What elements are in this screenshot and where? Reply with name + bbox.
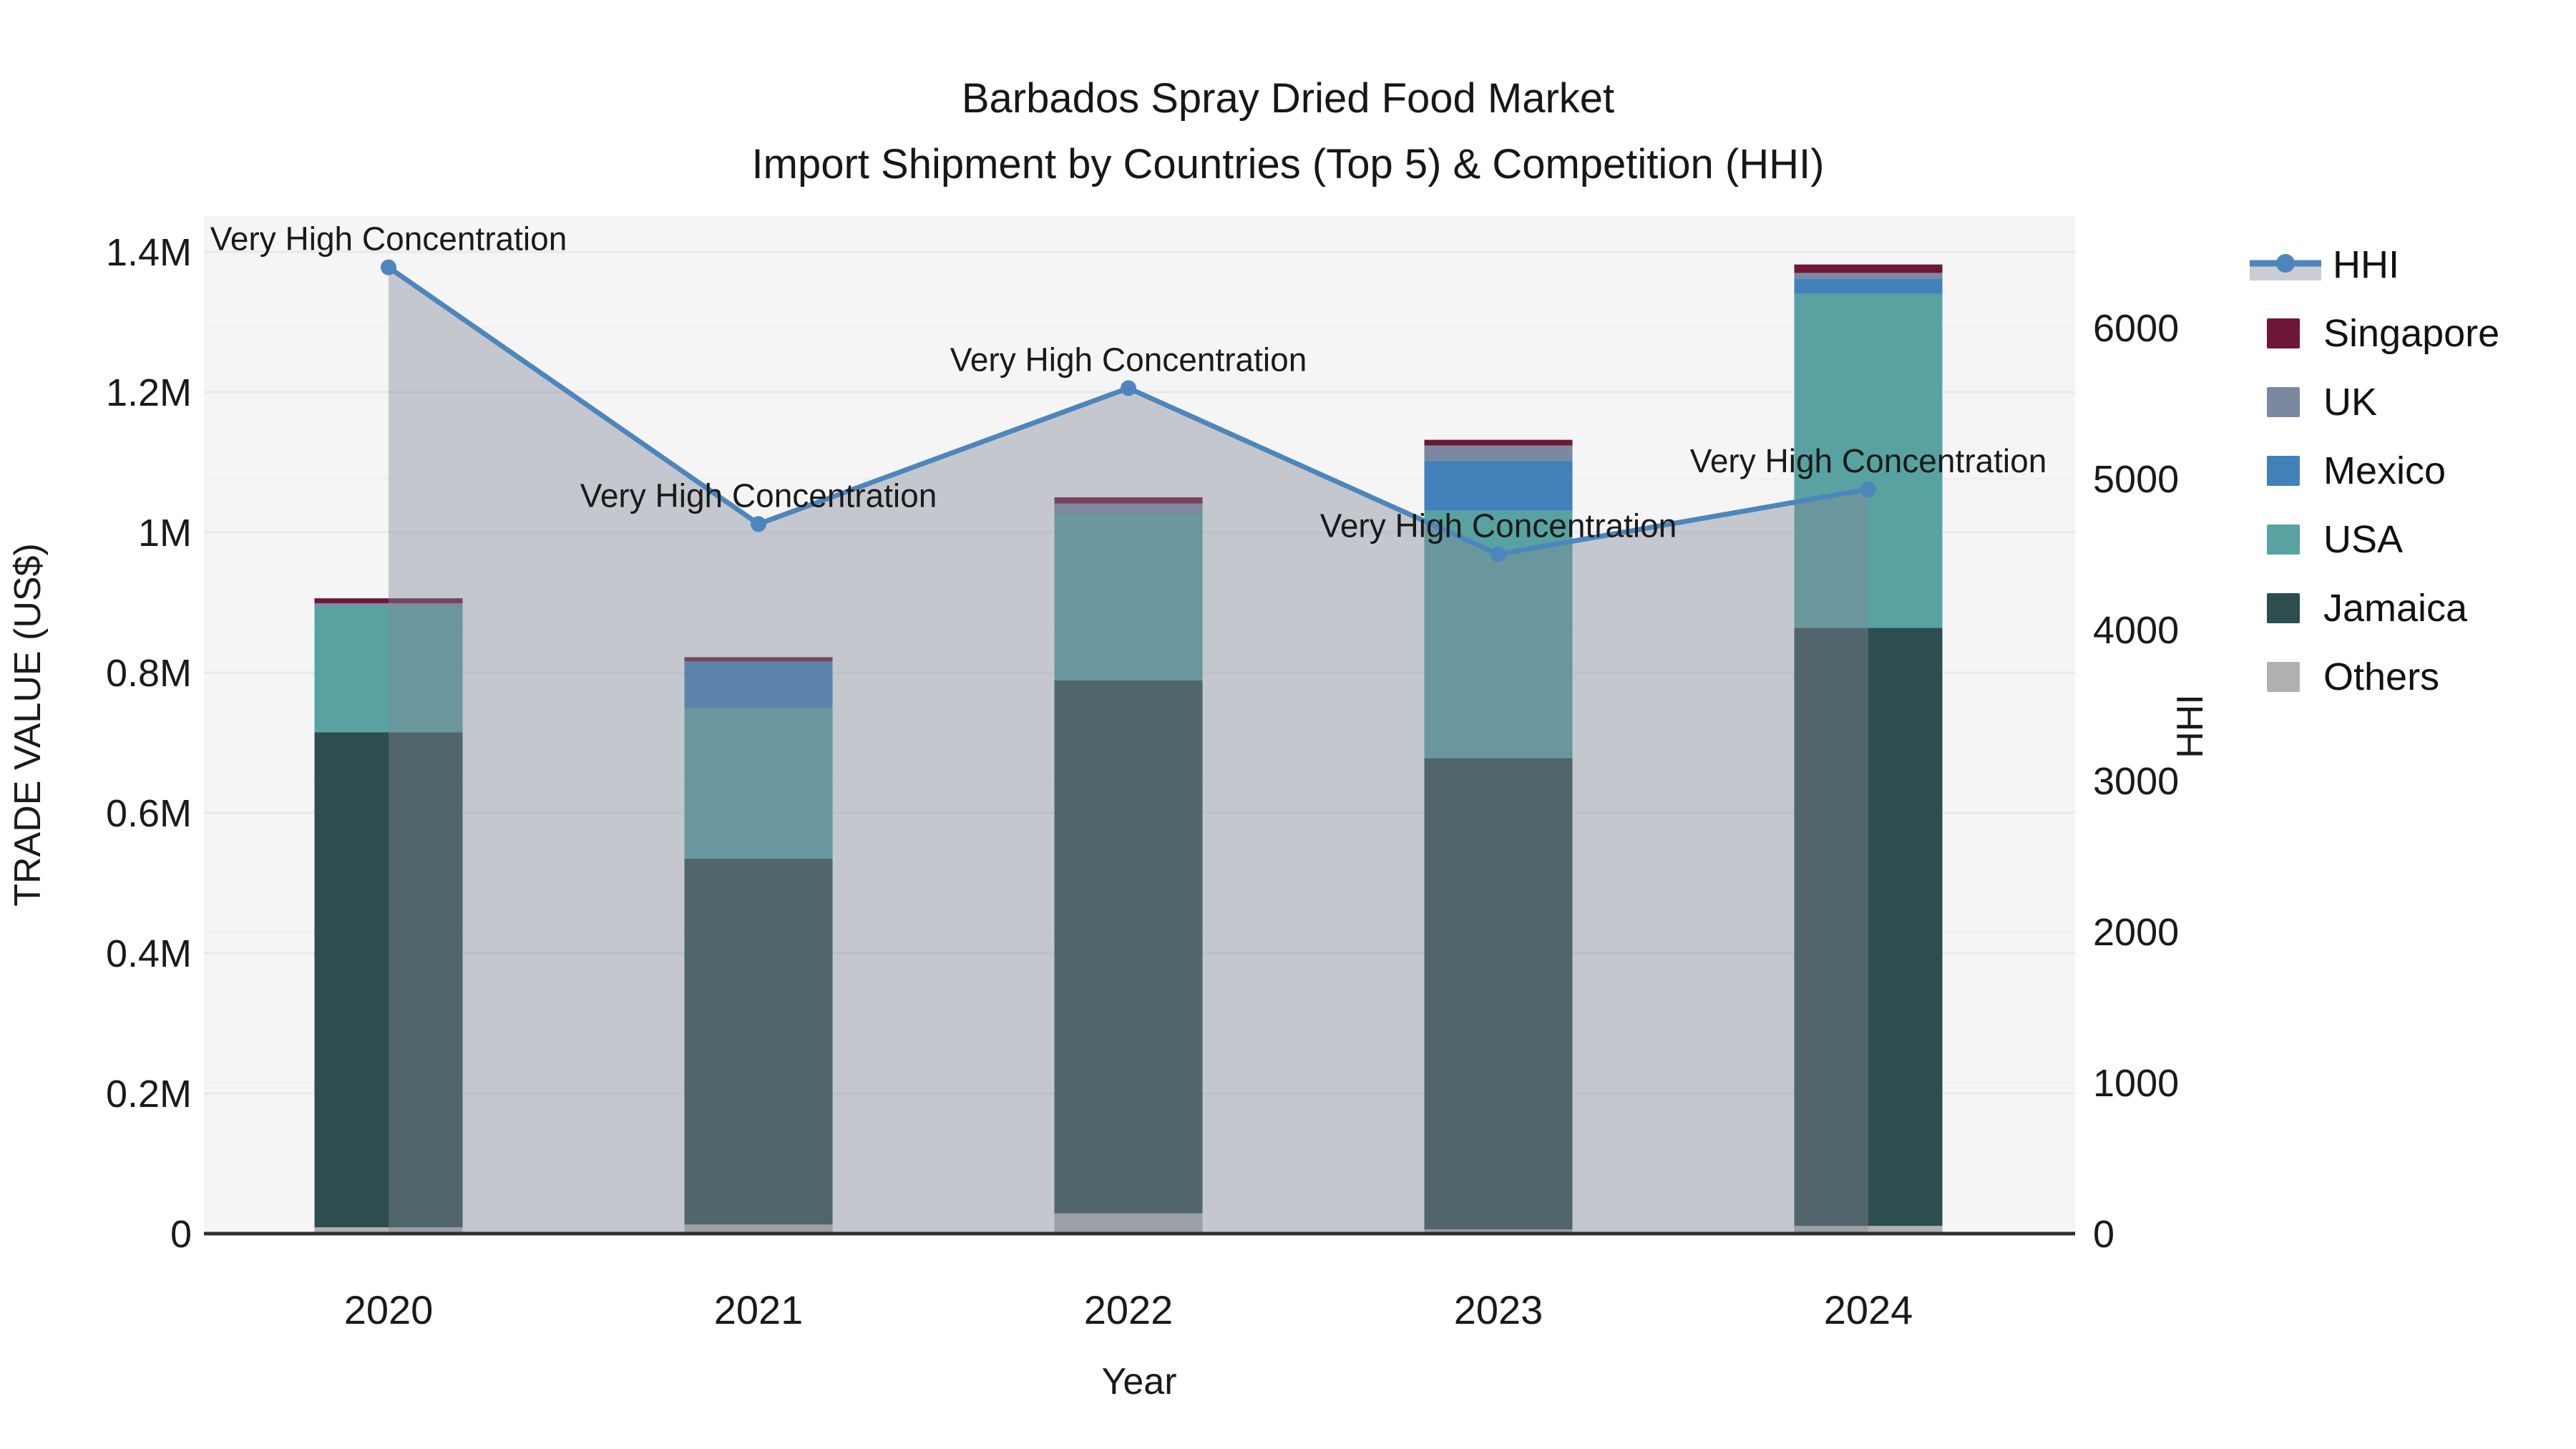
bar-segment-2024-uk (1794, 273, 1943, 279)
bar-segment-2024-jamaica (1794, 628, 1943, 1226)
x-tick-2024: 2024 (1824, 1287, 1913, 1332)
x-tick-2022: 2022 (1084, 1287, 1174, 1332)
legend-swatch-uk (2267, 387, 2300, 417)
bar-segment-2020-singapore (314, 598, 463, 603)
y-right-tick-4000: 4000 (2093, 609, 2179, 652)
legend-label-mexico: Mexico (2323, 449, 2446, 492)
annotation-2023: Very High Concentration (1320, 507, 1677, 545)
y-axis-title-left: TRADE VALUE (US$) (7, 543, 49, 907)
chart-title: Barbados Spray Dried Food Market Import … (0, 66, 2576, 197)
y-right-tick-1000: 1000 (2093, 1062, 2179, 1105)
chart-title-line1: Barbados Spray Dried Food Market (961, 75, 1615, 122)
legend: HHI Singapore UK Mexico USA Jamaica Others (2247, 230, 2576, 711)
bar-segment-2022-usa (1054, 513, 1203, 680)
bar-segment-2024-mexico (1794, 278, 1943, 294)
hhi-area-band (389, 267, 1868, 1234)
y-right-tick-2000: 2000 (2093, 911, 2179, 954)
y-left-tick-0.2M: 0.2M (106, 1073, 192, 1116)
y-right-tick-0: 0 (2093, 1213, 2114, 1256)
y-left-tick-1M: 1M (138, 512, 192, 555)
x-axis-title: Year (1101, 1361, 1176, 1402)
bar-segment-2021-usa (684, 708, 833, 859)
legend-item-mexico: Mexico (2247, 436, 2576, 505)
y-axis-title-right: HHI (2170, 694, 2211, 758)
legend-label-jamaica: Jamaica (2323, 587, 2468, 630)
y-right-tick-5000: 5000 (2093, 458, 2179, 501)
bar-segment-2021-others (684, 1224, 833, 1234)
legend-item-singapore: Singapore (2247, 299, 2576, 368)
hhi-marker-2021 (751, 516, 766, 532)
bar-segment-2023-uk (1424, 445, 1573, 462)
bar-segment-2022-uk (1054, 503, 1203, 514)
bar-segment-2021-jamaica (684, 858, 833, 1225)
bar-segment-2024-usa (1794, 293, 1943, 628)
legend-label-hhi: HHI (2333, 243, 2399, 286)
legend-label-singapore: Singapore (2323, 312, 2500, 355)
bar-segment-2024-singapore (1794, 264, 1943, 273)
legend-item-others: Others (2247, 643, 2576, 711)
hhi-marker-2020 (381, 259, 396, 275)
hhi-marker-2023 (1491, 546, 1506, 562)
bar-segment-2022-others (1054, 1213, 1203, 1234)
legend-swatch-jamaica (2267, 593, 2300, 623)
legend-item-uk: UK (2247, 368, 2576, 436)
bar-segment-2020-usa (314, 605, 463, 733)
bar-segment-2022-jamaica (1054, 680, 1203, 1214)
y-left-tick-0.6M: 0.6M (106, 792, 192, 835)
legend-swatch-others (2267, 662, 2300, 692)
bar-segment-2022-singapore (1054, 497, 1203, 504)
bar-segment-2023-singapore (1424, 439, 1573, 446)
y-left-tick-0: 0 (170, 1213, 192, 1256)
bar-segment-2020-others (314, 1227, 463, 1234)
hhi-marker-2024 (1860, 481, 1876, 497)
chart-title-line2: Import Shipment by Countries (Top 5) & C… (751, 141, 1825, 187)
annotation-2024: Very High Concentration (1690, 442, 2047, 479)
bar-segment-2024-others (1794, 1226, 1943, 1234)
bar-segment-2021-singapore (684, 657, 833, 662)
bar-segment-2020-jamaica (314, 732, 463, 1228)
bar-segment-2020-uk (314, 602, 463, 606)
annotation-2021: Very High Concentration (580, 477, 937, 514)
y-right-tick-3000: 3000 (2093, 760, 2179, 803)
legend-label-uk: UK (2323, 381, 2378, 424)
legend-swatch-usa (2267, 525, 2300, 555)
y-left-tick-0.8M: 0.8M (106, 652, 192, 695)
bar-segment-2023-jamaica (1424, 758, 1573, 1230)
legend-swatch-mexico (2267, 456, 2300, 486)
y-left-tick-1.4M: 1.4M (106, 231, 192, 274)
legend-hhi-line-swatch (2248, 242, 2323, 288)
x-tick-2020: 2020 (344, 1287, 434, 1332)
legend-label-others: Others (2323, 655, 2440, 698)
y-left-tick-0.4M: 0.4M (106, 932, 192, 975)
bar-segment-2021-mexico (684, 661, 833, 708)
legend-item-jamaica: Jamaica (2247, 574, 2576, 643)
legend-item-hhi: HHI (2247, 230, 2576, 299)
legend-item-usa: USA (2247, 505, 2576, 574)
bar-segment-2023-others (1424, 1229, 1573, 1234)
bar-segment-2023-mexico (1424, 461, 1573, 511)
annotation-2020: Very High Concentration (210, 220, 567, 258)
hhi-marker-2022 (1121, 380, 1136, 396)
legend-label-usa: USA (2323, 518, 2404, 561)
annotation-2022: Very High Concentration (950, 341, 1307, 378)
x-tick-2023: 2023 (1454, 1287, 1543, 1332)
y-right-tick-6000: 6000 (2093, 307, 2179, 350)
x-tick-2021: 2021 (714, 1287, 804, 1332)
legend-swatch-singapore (2267, 318, 2300, 348)
y-left-tick-1.2M: 1.2M (106, 371, 192, 414)
